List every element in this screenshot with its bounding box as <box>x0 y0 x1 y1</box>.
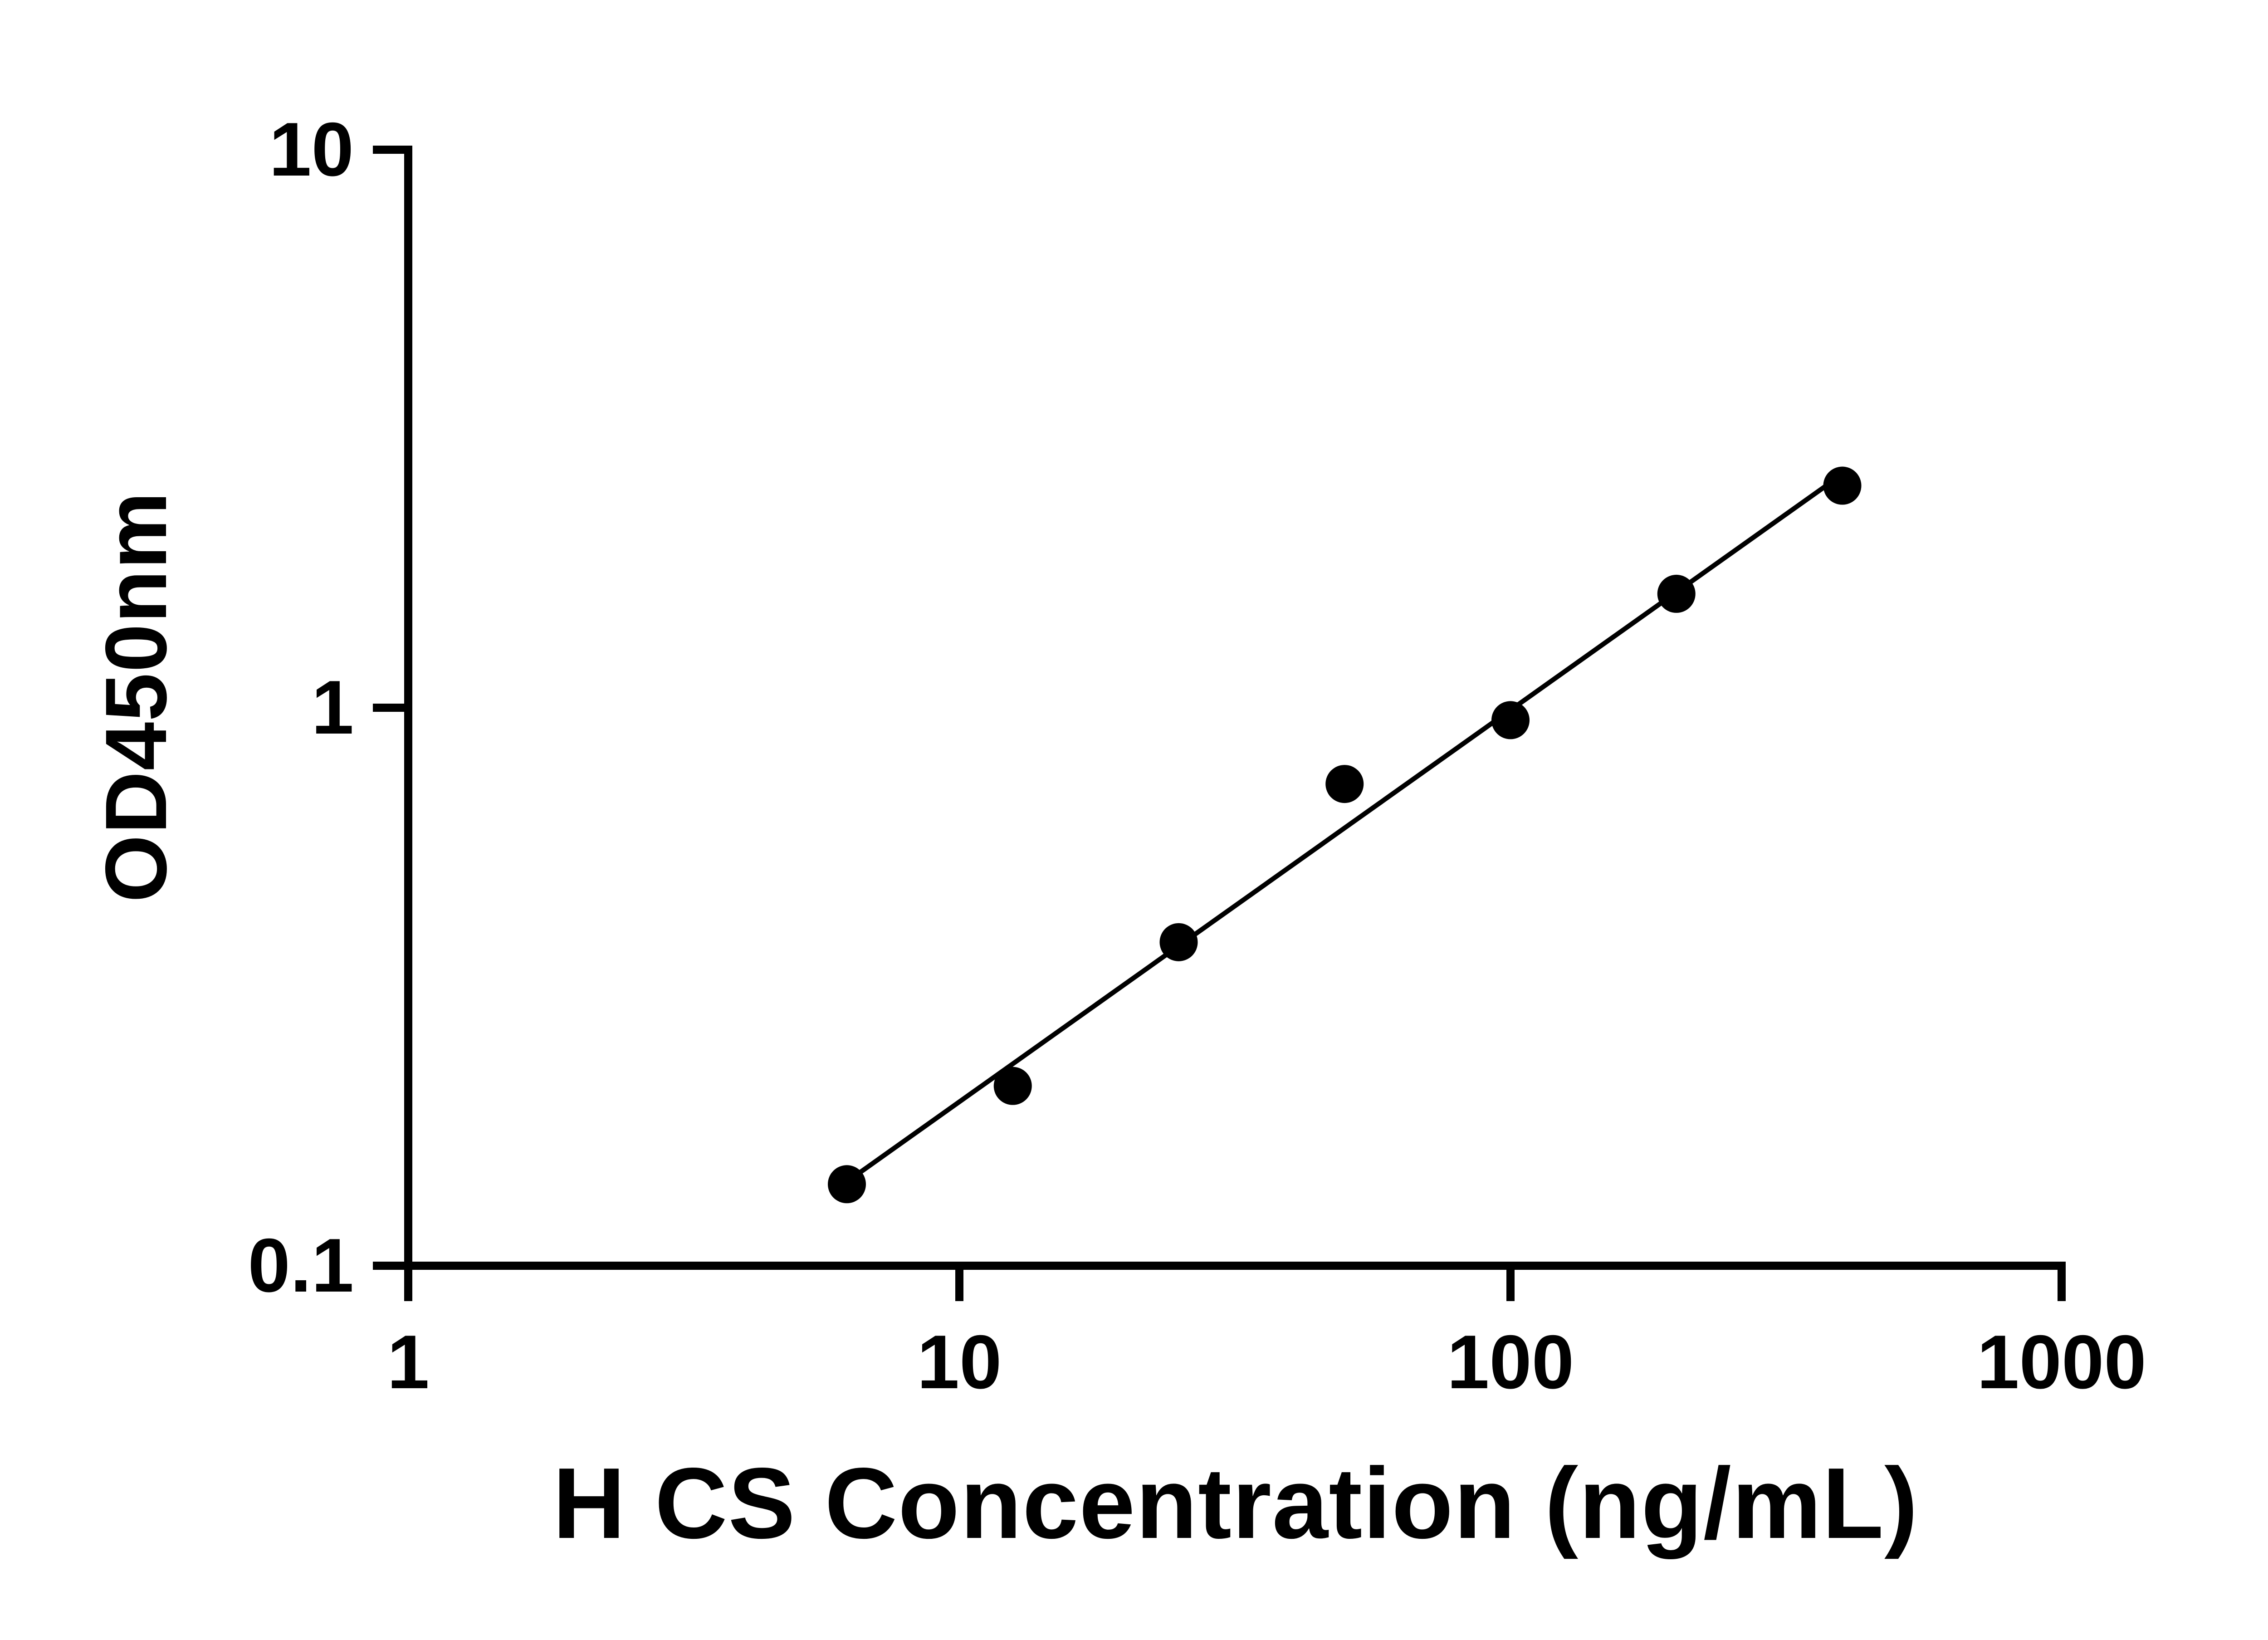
data-point <box>993 1067 1032 1105</box>
y-axis-title: OD450nm <box>87 491 185 903</box>
data-point <box>1491 701 1530 739</box>
x-tick-label: 100 <box>1447 1319 1574 1405</box>
x-tick-label: 10 <box>917 1319 1002 1405</box>
data-point <box>1159 923 1198 961</box>
y-tick-label: 10 <box>269 107 354 192</box>
x-tick-label: 1000 <box>1977 1319 2146 1405</box>
data-point <box>1657 574 1696 613</box>
x-tick-label: 1 <box>387 1319 429 1405</box>
data-point <box>1325 765 1364 803</box>
y-tick-label: 0.1 <box>248 1223 354 1308</box>
x-axis-title: H CS Concentration (ng/mL) <box>552 1447 1919 1560</box>
trend-line <box>845 472 1844 1184</box>
y-tick-label: 1 <box>312 665 354 750</box>
data-point <box>1823 466 1862 505</box>
data-point <box>827 1165 866 1204</box>
